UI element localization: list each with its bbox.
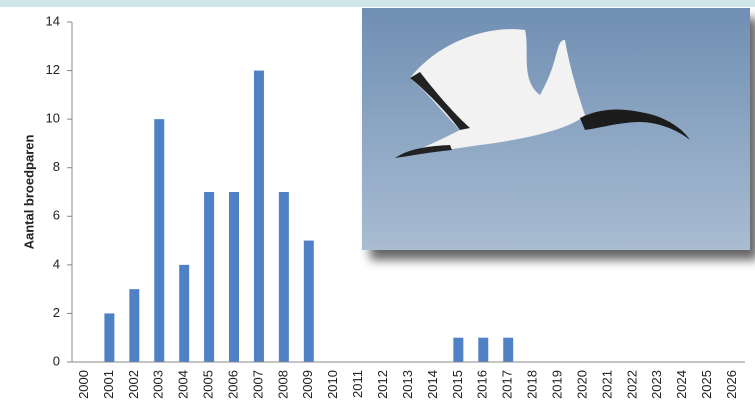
x-tick-label: 2026 xyxy=(724,370,739,399)
x-tick-label: 2005 xyxy=(201,370,216,399)
x-tick-label: 2019 xyxy=(549,370,564,399)
bar xyxy=(154,119,165,363)
x-tick-label: 2021 xyxy=(599,370,614,399)
x-tick-label: 2012 xyxy=(375,370,390,399)
bar xyxy=(104,313,115,362)
bird xyxy=(395,29,690,158)
x-tick-label: 2008 xyxy=(275,370,290,399)
bar xyxy=(204,192,215,362)
x-tick-label: 2015 xyxy=(450,370,465,399)
y-tick-label: 14 xyxy=(46,13,60,28)
bar xyxy=(278,192,289,362)
x-tick-label: 2006 xyxy=(225,370,240,399)
y-tick-label: 4 xyxy=(53,256,60,271)
y-tick-label: 8 xyxy=(53,159,60,174)
x-tick-label: 2023 xyxy=(649,370,664,399)
bar xyxy=(303,240,314,362)
x-tick-label: 2017 xyxy=(500,370,515,399)
bar xyxy=(503,337,514,362)
x-tick-label: 2020 xyxy=(574,370,589,399)
x-tick-label: 2011 xyxy=(350,370,365,398)
y-tick-label: 2 xyxy=(53,305,60,320)
y-tick-label: 0 xyxy=(53,353,60,368)
y-axis-label: Aantal broedparen xyxy=(21,135,36,250)
x-tick-label: 2024 xyxy=(674,370,689,399)
x-tick-label: 2000 xyxy=(76,370,91,399)
bird-body xyxy=(395,29,585,158)
x-tick-label: 2009 xyxy=(300,370,315,399)
bird-legs xyxy=(395,145,452,158)
bar xyxy=(179,264,190,362)
x-tick-label: 2018 xyxy=(525,370,540,399)
bird-head xyxy=(580,109,690,140)
x-tick-label: 2025 xyxy=(699,370,714,399)
top-band xyxy=(0,0,755,7)
x-tick-label: 2016 xyxy=(475,370,490,399)
x-tick-label: 2022 xyxy=(624,370,639,399)
x-tick-label: 2007 xyxy=(250,370,265,399)
y-tick-label: 6 xyxy=(53,208,60,223)
bar xyxy=(453,337,464,362)
y-tick-label: 10 xyxy=(46,111,60,126)
x-tick-label: 2002 xyxy=(126,370,141,399)
bar xyxy=(253,70,264,363)
bar xyxy=(229,192,240,362)
x-tick-label: 2003 xyxy=(151,370,166,399)
bar xyxy=(478,337,489,362)
x-tick-label: 2001 xyxy=(101,370,116,399)
x-tick-label: 2004 xyxy=(176,370,191,399)
bar xyxy=(129,289,140,362)
x-tick-label: 2010 xyxy=(325,370,340,399)
y-tick-label: 12 xyxy=(46,62,60,77)
x-tick-label: 2013 xyxy=(400,370,415,399)
x-tick-label: 2014 xyxy=(425,370,440,399)
photo xyxy=(362,8,750,250)
bird-wing-edge xyxy=(410,72,470,130)
